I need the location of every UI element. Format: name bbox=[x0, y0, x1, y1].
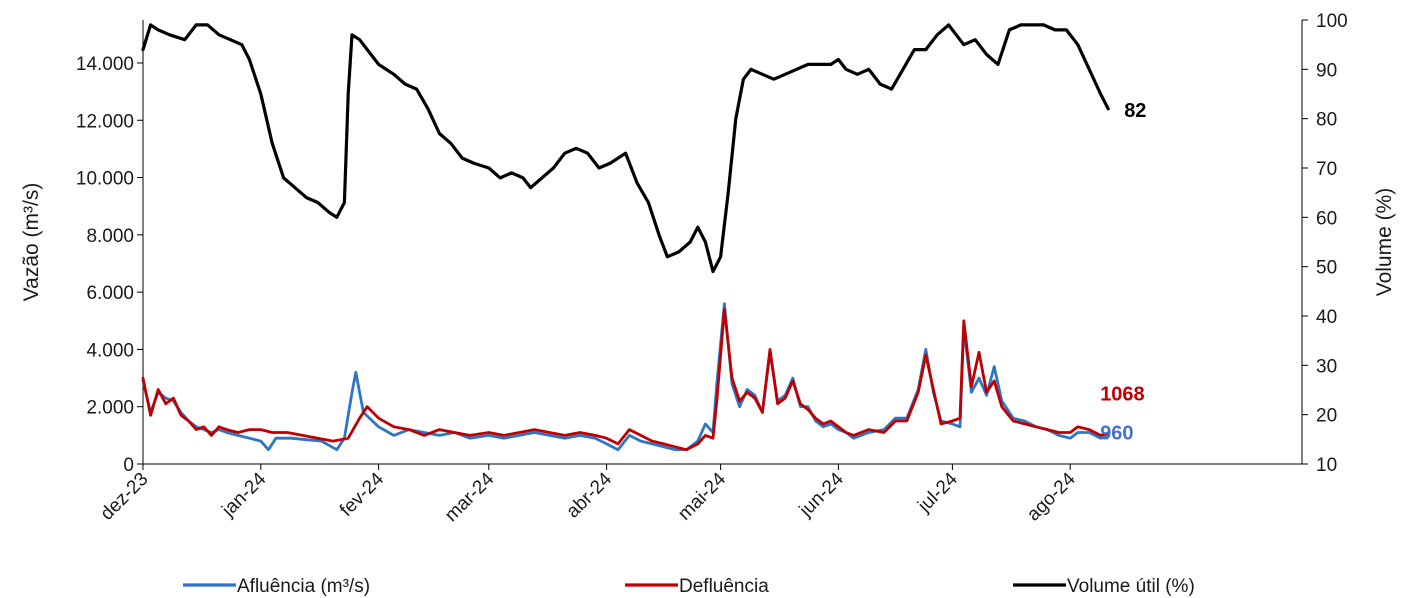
series-line-volume-til bbox=[141, 23, 1110, 274]
x-tick-label: ago-24 bbox=[1023, 468, 1080, 525]
x-tick-label: jan-24 bbox=[217, 468, 270, 521]
end-value-label: 1068 bbox=[1100, 383, 1145, 405]
left-tick-label: 4.000 bbox=[86, 340, 134, 361]
x-tick-label: fev-24 bbox=[336, 468, 388, 520]
x-tick-label: abr-24 bbox=[562, 468, 616, 522]
right-tick-label: 80 bbox=[1316, 110, 1337, 131]
x-tick-label: jun-24 bbox=[795, 468, 848, 521]
left-axis-title: Vazão (m³/s) bbox=[20, 183, 43, 302]
left-tick-label: 8.000 bbox=[86, 226, 134, 247]
x-axis-ticks: dez-23 jan-24 fev-24 mar-24 abr-24 mai-24 jun-… bbox=[97, 464, 1080, 526]
series-layer bbox=[141, 23, 1110, 452]
legend-label: Defluência bbox=[679, 576, 769, 597]
x-tick-label: mai-24 bbox=[674, 468, 730, 524]
left-tick-label: 10.000 bbox=[76, 169, 134, 190]
end-labels: 82 1068 960 bbox=[1100, 100, 1146, 445]
x-tick-label: dez-23 bbox=[97, 469, 153, 525]
x-tick-label: mar-24 bbox=[441, 468, 499, 526]
left-tick-label: 12.000 bbox=[76, 111, 134, 132]
x-tick-label: jul-24 bbox=[914, 468, 963, 517]
left-axis-ticks: 0 2.000 4.000 6.000 8.000 10.000 12.000 14.000 bbox=[76, 54, 143, 476]
right-tick-label: 20 bbox=[1316, 406, 1337, 427]
end-value-label: 960 bbox=[1100, 423, 1133, 445]
right-axis-ticks: 10 20 30 40 50 60 70 80 90 100 bbox=[1302, 11, 1348, 476]
legend-label: Volume útil (%) bbox=[1067, 576, 1195, 597]
right-tick-label: 40 bbox=[1316, 307, 1337, 328]
left-tick-label: 0 bbox=[123, 455, 134, 476]
right-tick-label: 60 bbox=[1316, 208, 1337, 229]
left-tick-label: 2.000 bbox=[86, 398, 134, 419]
right-axis-title: Volume (%) bbox=[1373, 188, 1396, 297]
legend: Afluência (m³/s) Defluência Volume útil (%… bbox=[183, 576, 1195, 597]
end-value-label: 82 bbox=[1124, 100, 1146, 122]
right-tick-label: 50 bbox=[1316, 258, 1337, 279]
right-tick-label: 90 bbox=[1316, 60, 1337, 81]
right-tick-label: 70 bbox=[1316, 159, 1337, 180]
legend-label: Afluência (m³/s) bbox=[237, 576, 370, 597]
right-tick-label: 30 bbox=[1316, 356, 1337, 377]
right-tick-label: 10 bbox=[1316, 455, 1337, 476]
left-tick-label: 6.000 bbox=[86, 283, 134, 304]
series-line-deflu-ncia bbox=[141, 307, 1110, 452]
right-tick-label: 100 bbox=[1316, 11, 1348, 32]
left-tick-label: 14.000 bbox=[76, 54, 134, 75]
